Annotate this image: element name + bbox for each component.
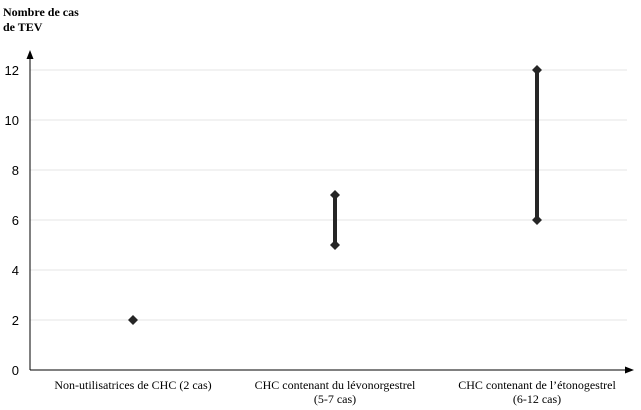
marker-max-2: [330, 190, 340, 200]
grid-lines: [30, 69, 627, 321]
x-tick-label-2: CHC contenant du lévonorgestrel (5-7 cas): [255, 378, 416, 406]
y-tick-label-12: 12: [5, 63, 19, 78]
y-axis-label: Nombre de cas de TEV: [3, 5, 82, 34]
marker-max-3: [532, 65, 542, 75]
marker-min-2: [330, 240, 340, 250]
x-axis-arrow: [625, 366, 634, 374]
x-tick-labels: Non-utilisatrices de CHC (2 cas) CHC cont…: [54, 378, 616, 406]
x-tick-label-2-line-1: CHC contenant du lévonorgestrel: [255, 378, 416, 392]
axes: [26, 50, 634, 374]
marker-min-3: [532, 215, 542, 225]
x-tick-label-3: CHC contenant de l’étonogestrel (6-12 cas…: [458, 378, 616, 406]
y-tick-label-10: 10: [5, 113, 19, 128]
x-tick-label-2-line-2: (5-7 cas): [314, 392, 356, 406]
marker-min-1: [128, 315, 138, 325]
y-axis-arrow: [26, 50, 34, 59]
x-tick-label-3-line-1: CHC contenant de l’étonogestrel: [458, 378, 616, 392]
y-tick-label-0: 0: [12, 363, 19, 378]
y-tick-labels: 0 2 4 6 8 10 12: [5, 63, 19, 378]
x-tick-label-1-line-1: Non-utilisatrices de CHC (2 cas): [54, 378, 211, 392]
y-axis-label-line-1: Nombre de cas: [3, 5, 79, 19]
x-tick-label-1: Non-utilisatrices de CHC (2 cas): [54, 378, 211, 392]
y-tick-label-4: 4: [12, 263, 19, 278]
x-tick-label-3-line-2: (6-12 cas): [513, 392, 561, 406]
y-axis-label-line-2: de TEV: [3, 20, 43, 34]
y-tick-label-8: 8: [12, 163, 19, 178]
y-tick-label-6: 6: [12, 213, 19, 228]
y-tick-label-2: 2: [12, 313, 19, 328]
data-marks: [128, 65, 542, 325]
